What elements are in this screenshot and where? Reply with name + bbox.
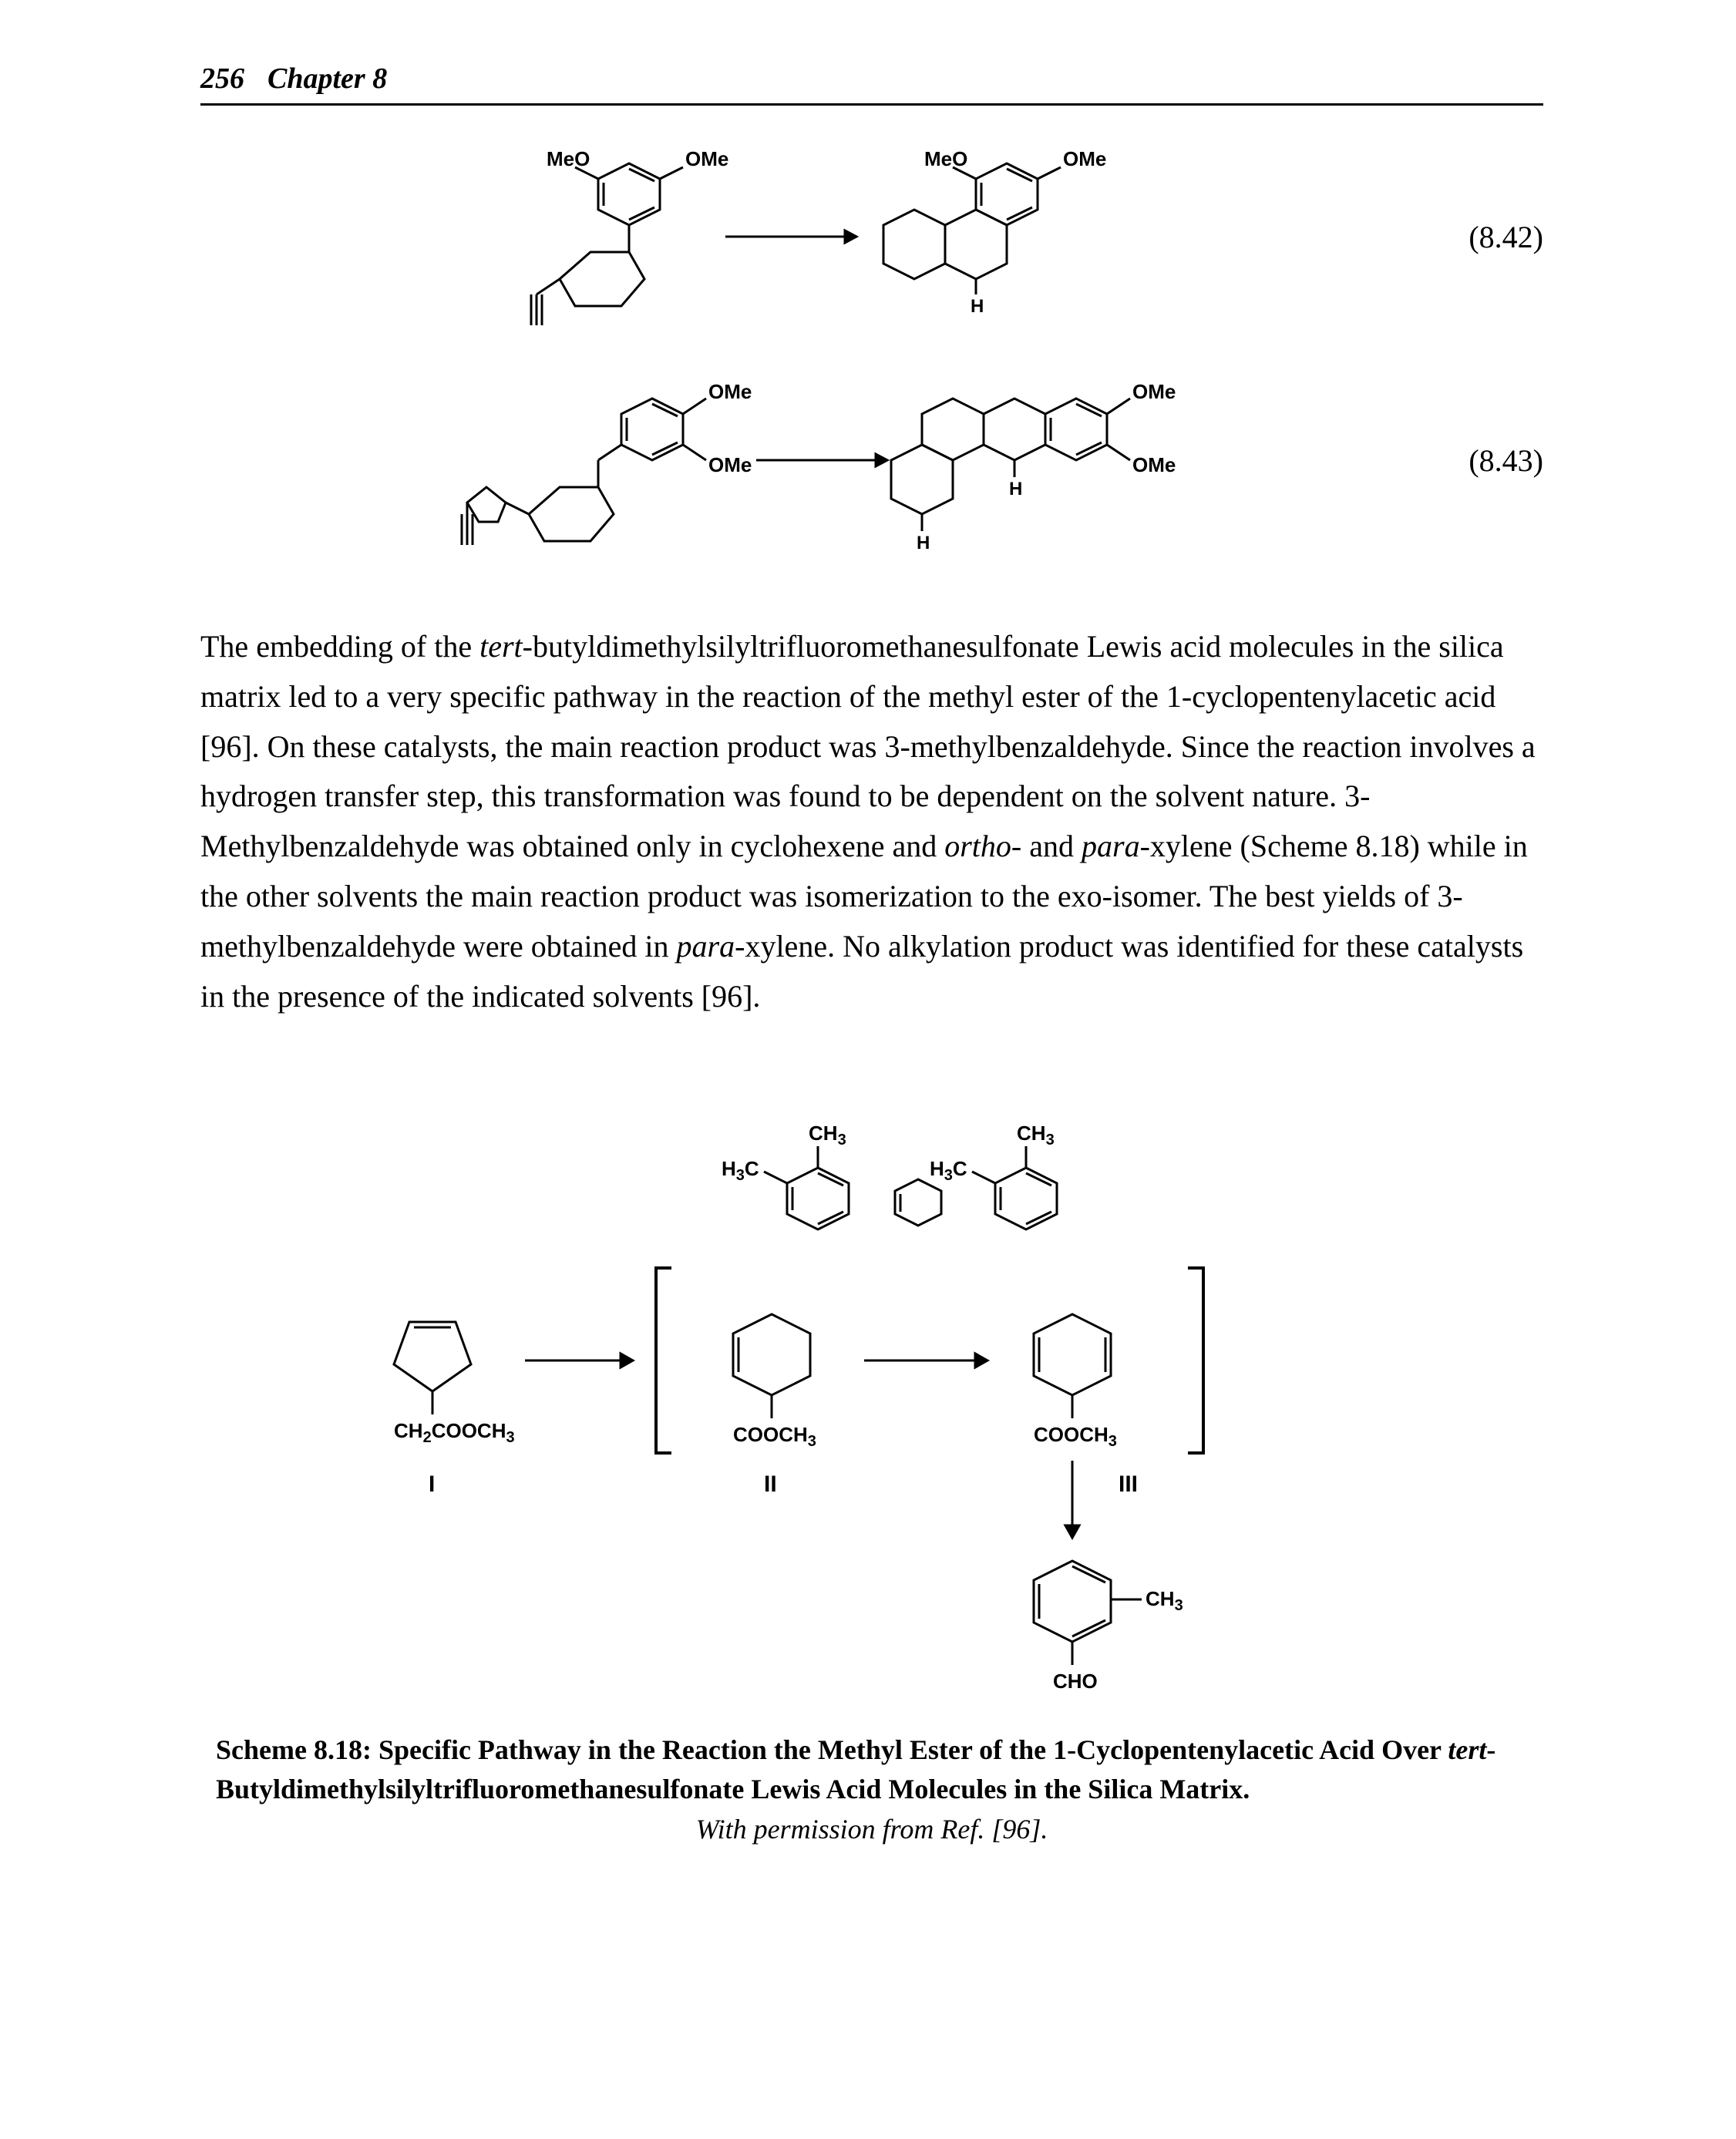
lbl-h3c-1: H3C <box>722 1157 759 1184</box>
lbl-cho: CHO <box>1053 1670 1098 1693</box>
label-ome1: OMe <box>708 380 752 403</box>
lbl-ch3-1: CH3 <box>809 1122 846 1149</box>
page-number: 256 <box>200 62 244 95</box>
para-t4: - and <box>1011 829 1082 863</box>
page-root: 256 Chapter 8 <box>0 0 1736 2139</box>
label-ome2-r: OMe <box>1132 453 1176 476</box>
para-t1: tert <box>479 629 523 664</box>
roman-1: I <box>429 1471 435 1497</box>
equation-row-842: MeO OMe <box>200 136 1543 337</box>
label-meo-r: MeO <box>924 147 967 170</box>
label-ome1-r: OMe <box>1132 380 1176 403</box>
equation-843-figure: OMe OMe <box>200 352 1420 568</box>
lbl-ch3-prod: CH3 <box>1146 1587 1183 1614</box>
caption-sub: With permission from Ref. [96]. <box>200 1813 1543 1845</box>
equation-row-843: OMe OMe <box>200 352 1543 568</box>
caption-line1: Scheme 8.18: Specific Pathway in the Rea… <box>216 1734 1448 1765</box>
running-head: 256 Chapter 8 <box>200 62 1543 106</box>
lbl-ch3-2: CH3 <box>1017 1122 1055 1149</box>
equation-number-842: (8.42) <box>1420 219 1543 255</box>
scheme-caption: Scheme 8.18: Specific Pathway in the Rea… <box>200 1730 1543 1808</box>
lbl-cooch3-2: COOCH3 <box>733 1423 816 1450</box>
lbl-ch2cooch3: CH2COOCH3 <box>394 1419 515 1446</box>
scheme-818-figure: CH3 H3C CH3 H3C CH2COOCH3 I <box>200 1106 1543 1707</box>
para-t0: The embedding of the <box>200 629 479 664</box>
label-ome-r: OMe <box>1063 147 1106 170</box>
label-ome: OMe <box>685 147 728 170</box>
para-t7: para <box>677 929 735 964</box>
body-paragraph: The embedding of the tert-butyldimethyls… <box>200 622 1543 1021</box>
equation-842-figure: MeO OMe <box>200 136 1420 337</box>
label-h2: H <box>917 533 930 553</box>
lbl-cooch3-3: COOCH3 <box>1034 1423 1117 1450</box>
equation-number-843: (8.43) <box>1420 442 1543 479</box>
label-ome2: OMe <box>708 453 752 476</box>
label-meo: MeO <box>547 147 590 170</box>
roman-2: II <box>764 1471 777 1497</box>
para-t5: para <box>1082 829 1140 863</box>
roman-3: III <box>1119 1471 1138 1497</box>
caption-tert: tert <box>1448 1734 1486 1765</box>
label-h1: H <box>1009 479 1022 499</box>
para-t3: ortho <box>944 829 1011 863</box>
chapter-label: Chapter 8 <box>267 62 387 95</box>
lbl-h3c-2: H3C <box>930 1157 967 1184</box>
label-h: H <box>971 296 984 317</box>
